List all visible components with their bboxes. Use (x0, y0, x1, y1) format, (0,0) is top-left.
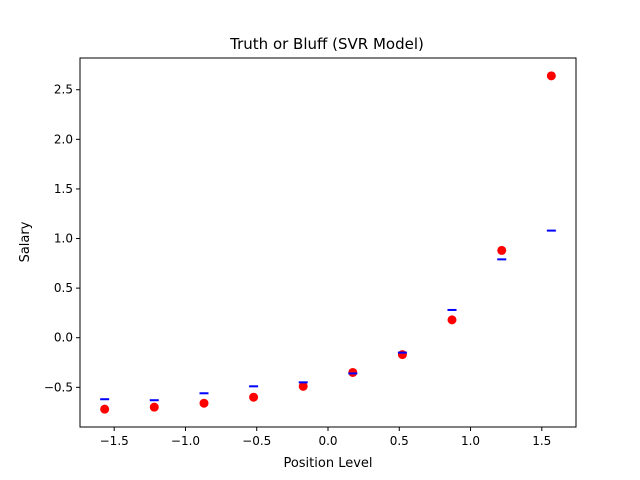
y-tick-label: 0.0 (54, 331, 73, 345)
actual-salary-point (298, 381, 308, 391)
plot-area-frame (79, 57, 577, 428)
actual-salary-point (497, 245, 507, 255)
x-tick-label: 1.0 (461, 434, 480, 448)
y-axis-ticks: −0.5 0.0 0.5 1.0 1.5 2.0 2.5 (44, 83, 80, 394)
x-tick-label: −1.0 (171, 434, 200, 448)
y-tick-label: 1.5 (54, 182, 73, 196)
x-tick-label: 1.5 (532, 434, 551, 448)
x-tick-label: 0.5 (390, 434, 409, 448)
x-tick-label: −1.5 (100, 434, 129, 448)
x-axis-ticks: −1.5 −1.0 −0.5 0.0 0.5 1.0 1.5 (100, 427, 551, 448)
y-axis-label: Salary (18, 221, 33, 262)
actual-salary-point (149, 402, 159, 412)
y-tick-label: 2.0 (54, 132, 73, 146)
actual-salary-point (199, 398, 209, 408)
chart-title: Truth or Bluff (SVR Model) (229, 35, 424, 53)
actual-salary-point (546, 71, 556, 81)
y-tick-label: 0.5 (54, 281, 73, 295)
actual-salary-point (397, 350, 407, 360)
data-marks (100, 71, 556, 414)
y-tick-label: 2.5 (54, 83, 73, 97)
x-tick-label: 0.0 (318, 434, 337, 448)
x-tick-label: −0.5 (242, 434, 271, 448)
y-tick-label: −0.5 (44, 380, 73, 394)
x-axis-label: Position Level (283, 456, 372, 471)
y-tick-label: 1.0 (54, 232, 73, 246)
actual-salary-point (447, 315, 457, 325)
actual-salary-point (100, 404, 110, 414)
actual-salary-point (249, 392, 259, 402)
